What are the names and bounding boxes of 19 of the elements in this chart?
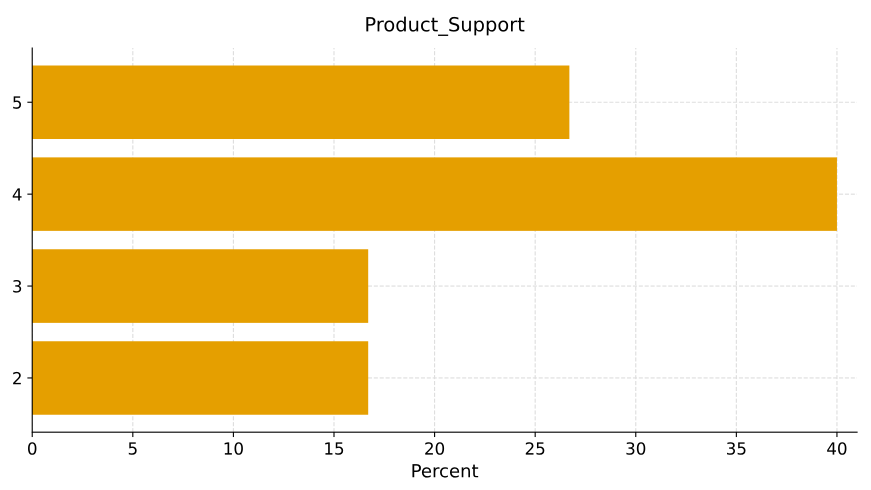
x-tick-label: 5 — [128, 442, 137, 455]
x-tick-label: 10 — [224, 442, 243, 455]
x-tick-label: 35 — [727, 442, 746, 455]
y-tick-label: 3 — [13, 280, 22, 293]
x-axis-title: Percent — [412, 464, 478, 478]
x-tick-label: 25 — [526, 442, 544, 455]
x-tick-label: 0 — [28, 442, 36, 455]
y-tick-label: 2 — [13, 372, 21, 384]
bar — [32, 65, 570, 140]
bar — [32, 341, 368, 415]
chart-title: Product_Support — [366, 16, 524, 36]
bar — [32, 249, 368, 323]
x-tick-label: 15 — [325, 442, 344, 455]
y-tick-label: 4 — [12, 188, 22, 200]
bar — [32, 157, 837, 231]
x-tick-label: 40 — [827, 442, 846, 455]
x-tick-label: 20 — [425, 442, 444, 455]
y-tick-label: 5 — [13, 96, 22, 109]
x-tick-label: 30 — [626, 442, 646, 455]
